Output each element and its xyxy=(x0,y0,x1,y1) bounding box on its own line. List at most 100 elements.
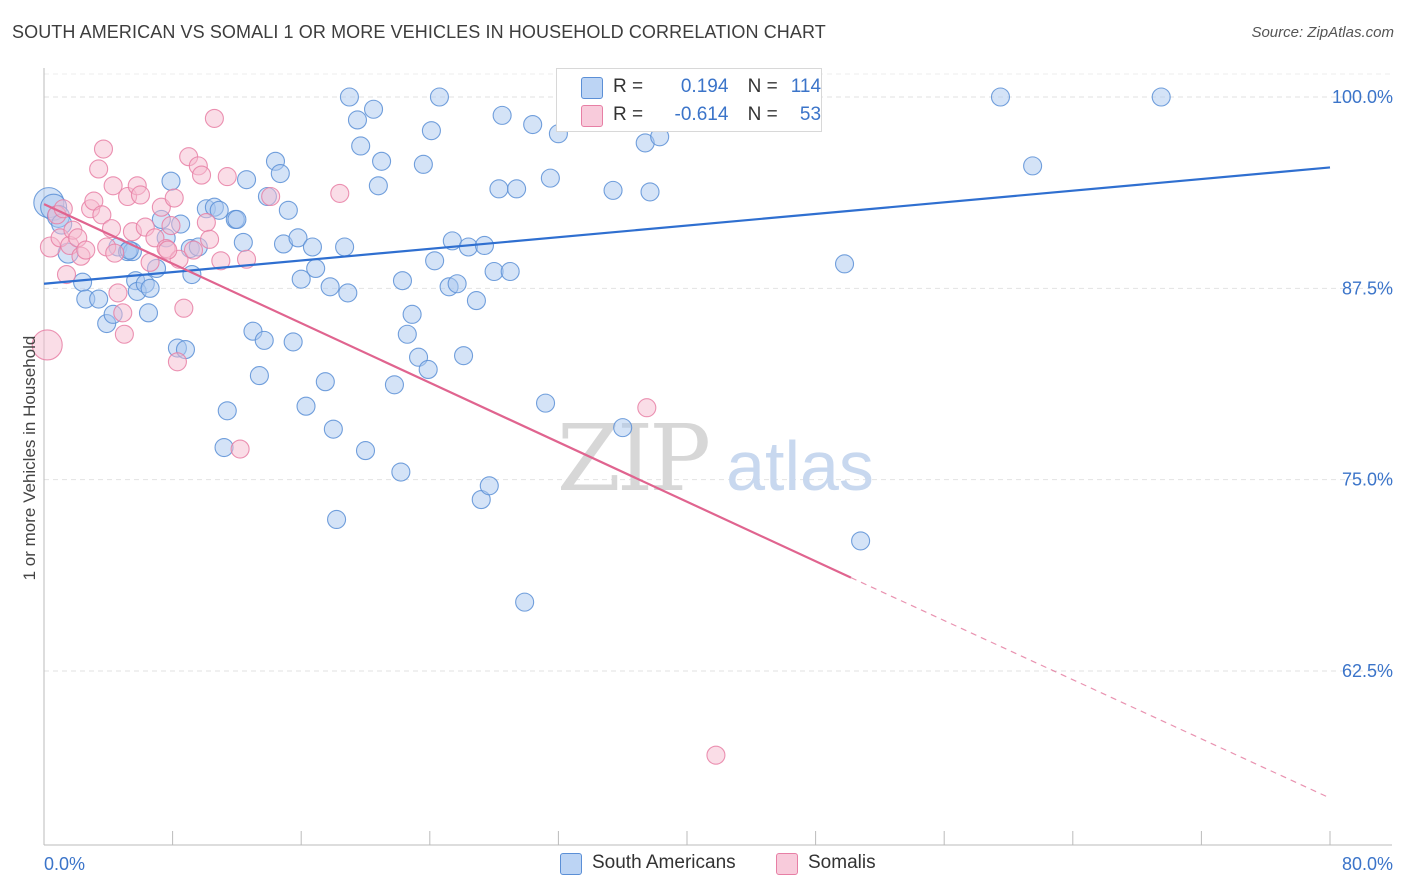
point-somali xyxy=(330,183,350,203)
trendline-somalis xyxy=(43,203,852,579)
point-south-american xyxy=(306,258,326,278)
series-swatch-blue xyxy=(560,853,582,875)
series-legend: South Americans Somalis xyxy=(0,852,1406,878)
point-south-american xyxy=(397,324,417,344)
point-south-american xyxy=(640,182,660,202)
point-somali xyxy=(103,176,123,196)
point-south-american xyxy=(372,151,392,171)
point-south-american xyxy=(363,99,384,119)
point-somali xyxy=(130,185,150,205)
point-somali xyxy=(114,324,134,344)
source-label: Source: ZipAtlas.com xyxy=(1251,24,1394,41)
trendline-south-americans xyxy=(43,166,1331,285)
point-south-american xyxy=(320,277,340,297)
point-south-american xyxy=(315,372,335,392)
legend-n-value: 53 xyxy=(799,104,822,125)
point-somali xyxy=(105,243,125,263)
series-label-somalis: Somalis xyxy=(808,852,876,873)
point-south-american xyxy=(418,359,438,380)
point-somali xyxy=(161,216,181,236)
point-south-american xyxy=(492,105,512,125)
point-south-american xyxy=(466,291,486,311)
point-south-american xyxy=(447,274,467,294)
point-south-american xyxy=(209,200,229,220)
legend-text-pink: R = -0.614 N = 53 xyxy=(613,104,821,126)
point-south-american xyxy=(140,278,160,298)
point-somali xyxy=(183,240,204,260)
point-south-american xyxy=(1151,87,1171,107)
point-south-american xyxy=(500,261,520,282)
point-somali xyxy=(76,240,96,260)
point-somali xyxy=(230,439,250,459)
point-somali xyxy=(261,186,281,207)
point-somali xyxy=(196,212,216,233)
point-somali xyxy=(174,298,194,318)
point-south-american xyxy=(535,393,556,413)
point-south-american xyxy=(851,531,871,551)
point-somali xyxy=(217,167,237,187)
x-tick-label: 0.0% xyxy=(44,854,85,874)
point-south-american xyxy=(413,154,433,174)
y-tick-label: 62.5% xyxy=(1342,661,1393,681)
point-south-american xyxy=(391,462,411,482)
legend-swatch-pink xyxy=(581,105,603,127)
point-south-american xyxy=(384,375,404,395)
point-south-american xyxy=(339,87,359,107)
point-somali xyxy=(89,159,109,179)
chart-title: SOUTH AMERICAN VS SOMALI 1 OR MORE VEHIC… xyxy=(12,22,826,42)
legend-n-label: N = xyxy=(747,76,778,97)
point-south-american xyxy=(429,87,449,107)
point-south-american xyxy=(161,171,181,191)
point-south-american xyxy=(479,476,499,496)
legend-n-label: N = xyxy=(747,104,778,125)
point-south-american xyxy=(834,254,855,274)
legend-text-blue: R = 0.194 N = 114 xyxy=(613,76,821,98)
point-south-american xyxy=(236,170,257,190)
legend-n-value: 114 xyxy=(790,76,822,97)
point-south-american xyxy=(214,437,234,458)
series-swatch-pink xyxy=(776,853,798,875)
point-south-american xyxy=(351,136,371,156)
point-south-american xyxy=(323,419,343,439)
y-tick-label: 75.0% xyxy=(1342,470,1393,490)
point-somali xyxy=(164,188,184,208)
point-south-american xyxy=(302,237,323,257)
point-south-american xyxy=(249,366,269,386)
point-south-american xyxy=(335,237,355,257)
point-south-american xyxy=(278,200,298,220)
watermark-zip: ZIP xyxy=(557,405,708,512)
point-somali xyxy=(236,249,257,269)
point-somali xyxy=(200,229,220,249)
legend-r-value: -0.614 xyxy=(674,104,729,125)
point-south-american xyxy=(227,209,247,230)
point-south-american xyxy=(368,176,388,196)
legend-r-label: R = xyxy=(613,76,644,97)
point-south-american xyxy=(217,401,237,421)
point-south-american xyxy=(270,163,290,184)
point-south-american xyxy=(73,272,93,292)
point-south-american xyxy=(603,180,623,200)
correlation-legend: R = 0.194 N = 114 R = -0.614 N = 53 xyxy=(556,68,822,132)
y-axis-title: 1 or more Vehicles in Household xyxy=(20,335,39,581)
point-south-american xyxy=(454,346,474,366)
point-somali xyxy=(93,139,114,159)
x-tick-label: 80.0% xyxy=(1342,854,1393,874)
point-south-american xyxy=(347,110,368,130)
point-somali xyxy=(211,251,231,271)
point-somali xyxy=(191,165,212,185)
legend-swatch-blue xyxy=(581,77,603,99)
point-south-american xyxy=(254,330,274,350)
point-south-american xyxy=(523,115,543,135)
point-south-american xyxy=(233,232,253,252)
point-south-american xyxy=(338,283,358,303)
point-south-american xyxy=(484,261,504,282)
point-south-american xyxy=(1023,156,1043,176)
point-south-american xyxy=(283,332,303,352)
point-somali xyxy=(158,240,178,260)
point-south-american xyxy=(613,418,633,438)
point-somali xyxy=(637,398,657,418)
point-south-american xyxy=(425,251,445,271)
series-label-south-americans: South Americans xyxy=(592,852,736,873)
legend-r-value: 0.194 xyxy=(680,76,729,97)
point-somali xyxy=(204,108,224,128)
